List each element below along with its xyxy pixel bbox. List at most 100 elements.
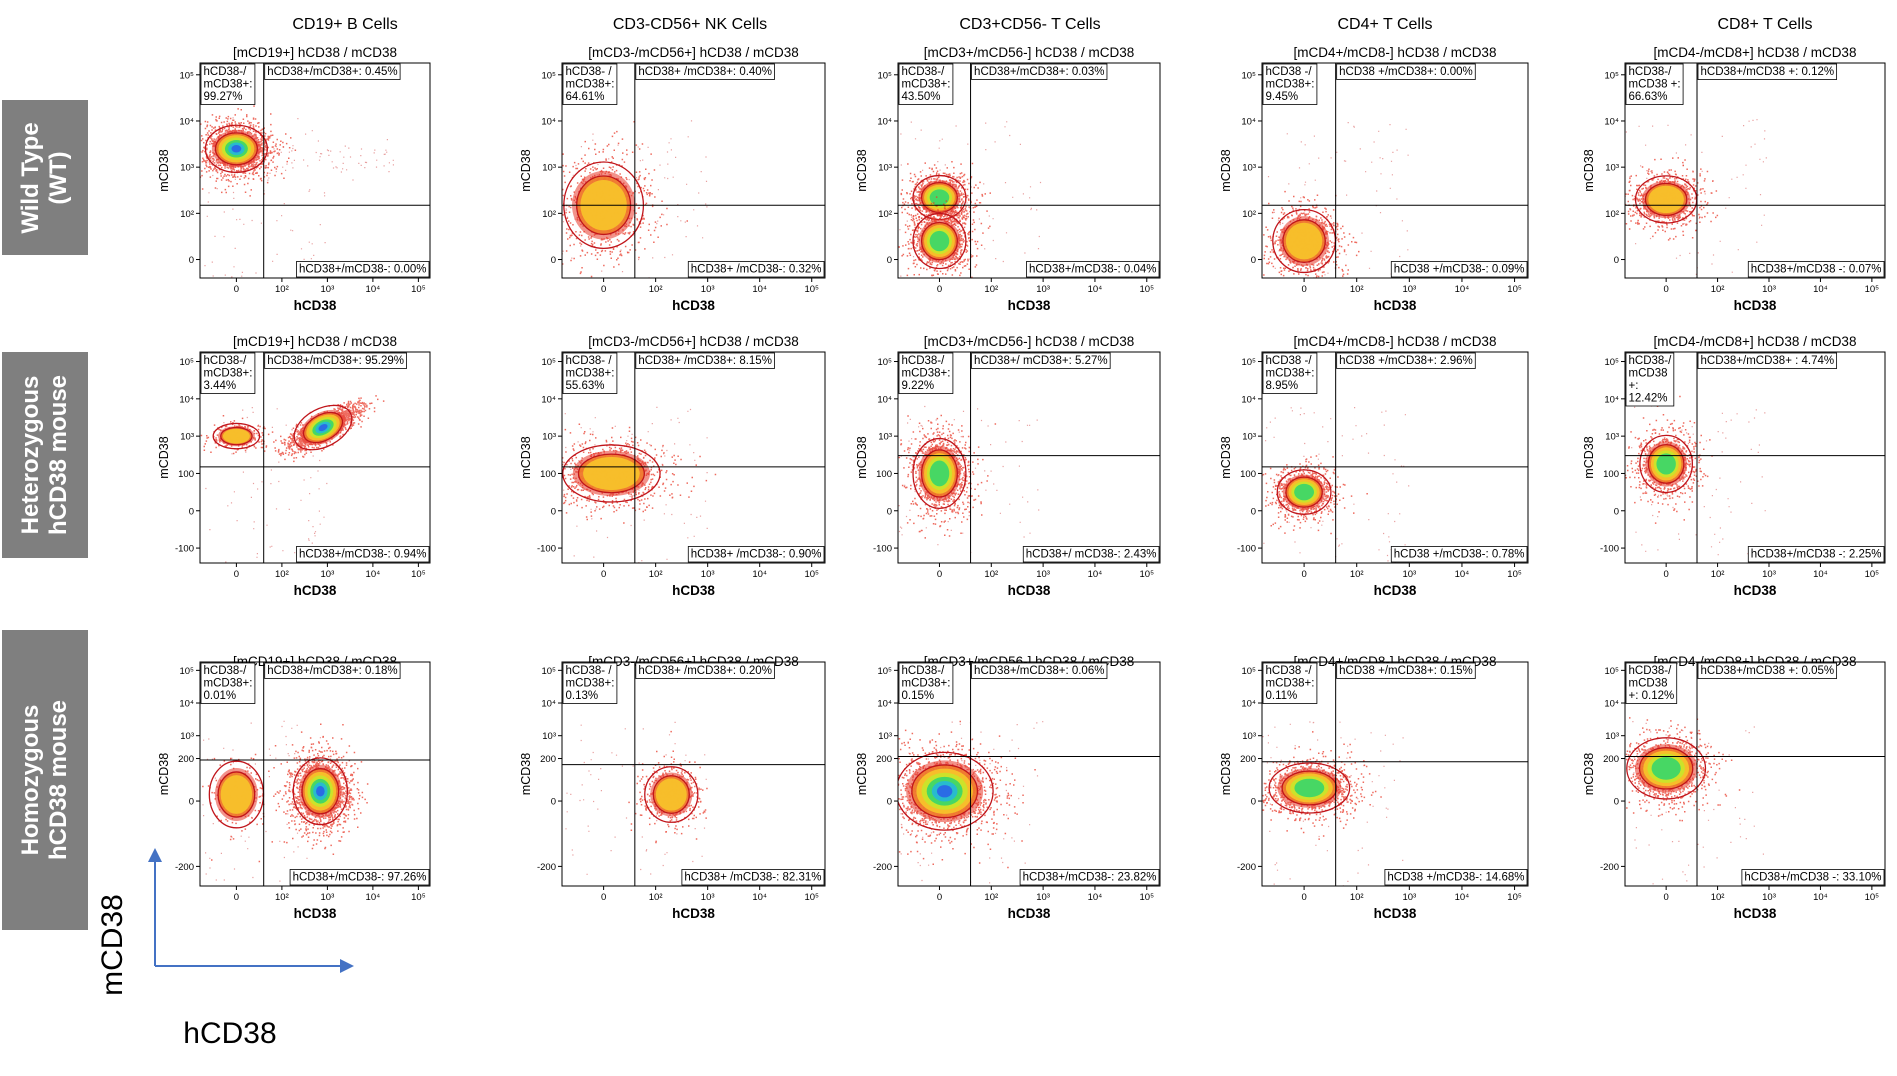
quadrant-label-text: hCD38+/mCD38+: 0.03% [974, 66, 1104, 78]
y-tick-label: -100 [1600, 544, 1619, 555]
x-tick-label: 10⁵ [804, 569, 819, 580]
event-population [1625, 717, 1741, 822]
x-tick-label: 10³ [1762, 284, 1776, 295]
plot-title: [mCD4+/mCD8-] hCD38 / mCD38 [1294, 334, 1497, 349]
x-tick-label: 10² [1350, 569, 1364, 580]
x-tick-label: 10² [275, 892, 289, 903]
x-axis-label: hCD38 [1008, 906, 1051, 921]
y-tick-label: 10⁴ [1241, 699, 1256, 710]
x-tick-label: 10² [1711, 892, 1725, 903]
density-core [204, 124, 268, 173]
y-tick-label: 10³ [878, 432, 892, 443]
y-tick-label: 10⁵ [1241, 70, 1256, 81]
quadrant-label: hCD38-/mCD38+:12.42% [1625, 352, 1675, 407]
y-tick-label: 10⁵ [877, 357, 892, 368]
x-tick-label: 10⁴ [1088, 284, 1103, 295]
y-tick-label: 10⁵ [1241, 666, 1256, 677]
x-tick-label: 0 [234, 284, 239, 295]
flow-plot-panel: [mCD19+] hCD38 / mCD38 hCD38-/mCD38+:99.2… [157, 45, 431, 313]
y-tick-label: 0 [551, 255, 556, 266]
density-core [1634, 175, 1698, 224]
x-tick-label: 10⁴ [752, 284, 767, 295]
quadrant-label: hCD38+/mCD38 -: 33.10% [1741, 869, 1885, 886]
y-tick-label: -100 [175, 544, 194, 555]
quadrant-label: hCD38- /mCD38+:55.63% [562, 352, 618, 394]
row-label-heterozygous: Heterozygous hCD38 mouse [2, 352, 88, 558]
x-tick-label: 10⁵ [1507, 569, 1522, 580]
x-tick-label: 0 [937, 892, 942, 903]
x-tick-label: 10⁵ [1140, 892, 1155, 903]
quadrant-label: hCD38+/mCD38 +: 0.05% [1697, 662, 1838, 679]
y-tick-label: 0 [887, 506, 892, 517]
x-tick-label: 10² [649, 892, 663, 903]
quadrant-label-text: 0.13% [566, 690, 599, 702]
quadrant-label-text: hCD38 -/ [1266, 355, 1313, 367]
x-tick-label: 0 [1301, 569, 1306, 580]
plot-frame [199, 351, 431, 564]
quadrant-label-text: hCD38-/ [204, 66, 248, 78]
quadrant-label-text: hCD38 +/mCD38-: 14.68% [1387, 872, 1524, 884]
y-tick-label: 10⁴ [1604, 116, 1619, 127]
flow-plot-panel: [mCD4-/mCD8+] hCD38 / mCD38 hCD38-/mCD38+… [1582, 334, 1886, 598]
y-axis-label: mCD38 [1219, 753, 1233, 795]
plot-frame [561, 62, 826, 279]
plot-frame [1261, 661, 1529, 887]
quadrant-label-text: hCD38+/mCD38 +: 0.05% [1701, 665, 1835, 677]
x-tick-label: 10³ [701, 569, 715, 580]
quadrant-label: hCD38+/mCD38-: 0.04% [1026, 261, 1160, 278]
event-dots [1625, 119, 1767, 275]
y-tick-label: 10⁴ [1241, 116, 1256, 127]
quadrant-label: hCD38-/mCD38 +:66.63% [1625, 63, 1684, 105]
quadrant-label-text: hCD38-/ [902, 66, 946, 78]
plot-frame [561, 351, 826, 564]
x-tick-label: 0 [601, 569, 606, 580]
quadrant-label-text: hCD38+ /mCD38-: 82.31% [684, 872, 821, 884]
plot-title: [mCD4-/mCD8+] hCD38 / mCD38 [1654, 45, 1857, 60]
plot-frame [199, 661, 431, 887]
plot-title: [mCD3+/mCD56-] hCD38 / mCD38 [924, 45, 1134, 60]
y-tick-label: 10³ [1242, 432, 1256, 443]
y-tick-label: 0 [1251, 255, 1256, 266]
quadrant-label: hCD38+/mCD38-: 97.26% [289, 869, 430, 886]
y-tick-label: 0 [189, 506, 194, 517]
plot-title: [mCD4-/mCD8+] hCD38 / mCD38 [1654, 334, 1857, 349]
x-tick-label: 0 [1663, 892, 1668, 903]
quadrant-label-text: 0.01% [204, 690, 237, 702]
quadrant-label-text: hCD38 +/mCD38+: 2.96% [1339, 355, 1473, 367]
x-axis-label: hCD38 [294, 583, 337, 598]
quadrant-label: hCD38+/mCD38+: 0.03% [971, 63, 1108, 80]
y-tick-label: 10⁵ [179, 357, 194, 368]
y-tick-label: 10⁵ [877, 70, 892, 81]
density-core [644, 766, 699, 823]
y-tick-label: 200 [1240, 754, 1256, 765]
plot-frame [1261, 351, 1529, 564]
quadrant-label: hCD38+/mCD38+: 0.18% [264, 662, 401, 679]
x-tick-label: 10⁴ [1088, 892, 1103, 903]
quadrant-label-text: mCD38 [1629, 368, 1668, 380]
x-tick-label: 10³ [701, 892, 715, 903]
quadrant-label-text: hCD38 -/ [1266, 66, 1313, 78]
row-label-homozygous: Homozygous hCD38 mouse [2, 630, 88, 930]
quadrant-label-text: 43.50% [902, 91, 941, 103]
quadrant-label-text: hCD38+/mCD38+ : 4.74% [1701, 355, 1835, 367]
quadrant-label-text: hCD38-/ [204, 665, 248, 677]
y-tick-label: 10⁵ [1604, 70, 1619, 81]
plot-title: [mCD3-/mCD56+] hCD38 / mCD38 [588, 334, 798, 349]
quadrant-label: hCD38+/mCD38-: 0.00% [296, 261, 430, 278]
y-axis-label: mCD38 [855, 753, 869, 795]
quadrant-label-text: hCD38 +/mCD38+: 0.15% [1339, 665, 1473, 677]
density-core [912, 174, 967, 221]
quadrant-label-text: mCD38+: [566, 79, 615, 91]
x-tick-label: 10³ [1402, 569, 1416, 580]
x-axis-label: hCD38 [1008, 583, 1051, 598]
quadrant-label-text: hCD38 +/mCD38-: 0.09% [1394, 264, 1525, 276]
y-arrow-head [148, 848, 162, 862]
plot-title: [mCD19+] hCD38 / mCD38 [233, 334, 397, 349]
quadrant-label-text: 3.44% [204, 380, 237, 392]
quadrant-label: hCD38 -/mCD38+:0.11% [1262, 662, 1318, 704]
density-core [912, 437, 967, 509]
x-axis-label: hCD38 [672, 583, 715, 598]
event-dots [200, 102, 394, 278]
y-axis-label: mCD38 [157, 436, 171, 478]
